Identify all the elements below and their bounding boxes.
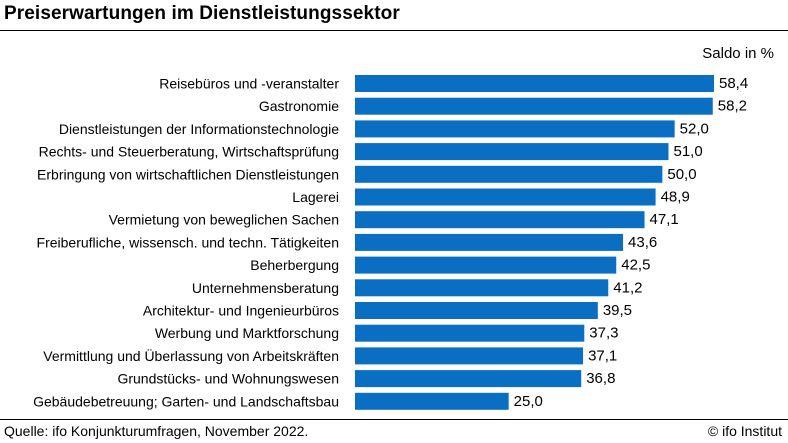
value-label: 58,2 [718, 98, 747, 115]
value-label: 25,0 [514, 393, 543, 410]
category-label: Gebäudebetreuung; Garten- und Landschaft… [33, 393, 339, 409]
bar [355, 188, 656, 206]
value-label: 58,4 [719, 75, 748, 92]
footer-divider [0, 419, 788, 420]
bar [355, 75, 714, 92]
bar [355, 256, 617, 274]
value-label: 42,5 [621, 257, 650, 274]
category-label: Reisebüros und -veranstalter [159, 76, 339, 92]
value-label: 48,9 [661, 189, 690, 206]
category-label: Unternehmensberatung [192, 280, 339, 296]
value-label: 47,1 [650, 211, 679, 228]
category-label: Gastronomie [259, 98, 339, 114]
bar [355, 165, 663, 183]
bar [355, 279, 609, 297]
value-label: 39,5 [603, 302, 632, 319]
bar [355, 233, 624, 251]
category-label: Architektur- und Ingenieurbüros [143, 303, 339, 319]
category-label: Vermietung von beweglichen Sachen [109, 212, 339, 228]
bar [355, 211, 645, 229]
category-label: Vermittlung und Überlassung von Arbeitsk… [43, 347, 339, 364]
bar [355, 97, 713, 115]
category-label: Grundstücks- und Wohnungswesen [117, 371, 339, 387]
bar [355, 347, 584, 365]
category-label: Freiberufliche, wissensch. und techn. Tä… [37, 234, 339, 250]
bar [355, 143, 669, 161]
unit-label: Saldo in % [702, 45, 774, 62]
category-label: Dienstleistungen der Informationstechnol… [59, 121, 339, 137]
value-label: 37,1 [588, 347, 617, 364]
value-label: 50,0 [667, 166, 696, 183]
bar [355, 392, 509, 410]
category-label: Erbringung von wirtschaftlichen Dienstle… [37, 166, 339, 182]
chart-title: Preiserwartungen im Dienstleistungssekto… [4, 3, 400, 24]
category-label: Lagerei [292, 189, 339, 205]
bar [355, 120, 675, 138]
category-label: Rechts- und Steuerberatung, Wirtschaftsp… [39, 144, 339, 160]
category-label: Beherbergung [250, 257, 339, 273]
value-label: 43,6 [628, 234, 657, 251]
value-label: 37,3 [589, 325, 618, 342]
title-divider [0, 30, 788, 31]
value-label: 41,2 [613, 279, 642, 296]
copyright-credit: © ifo Institut [707, 423, 782, 439]
value-label: 36,8 [586, 370, 615, 387]
value-label: 51,0 [674, 143, 703, 160]
category-label: Werbung und Marktforschung [155, 325, 339, 341]
bar [355, 302, 598, 319]
bar [355, 370, 582, 388]
source-note: Quelle: ifo Konjunkturumfragen, November… [4, 423, 309, 439]
bar [355, 324, 585, 342]
value-label: 52,0 [680, 120, 709, 137]
